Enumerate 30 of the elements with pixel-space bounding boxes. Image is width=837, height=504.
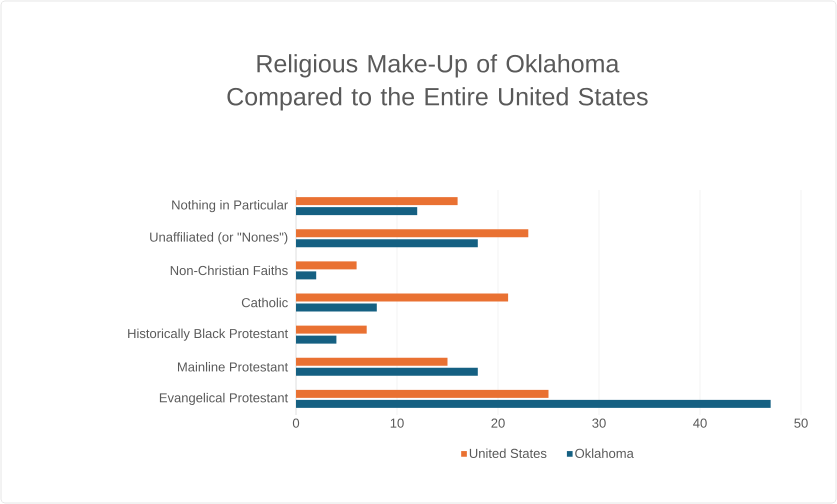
x-tick-label: 20	[491, 418, 505, 428]
x-tick-label: 40	[693, 418, 707, 428]
bar	[296, 271, 316, 280]
y-tick-label: Non-Christian Faiths	[170, 266, 288, 276]
bar	[296, 197, 458, 206]
legend-label: United States	[470, 448, 546, 458]
bar	[296, 400, 771, 408]
legend-label: Oklahoma	[575, 448, 634, 458]
bar	[296, 304, 377, 312]
y-tick-label: Evangelical Protestant	[160, 392, 288, 405]
bar	[296, 368, 478, 376]
x-tick-label: 0	[292, 418, 300, 428]
x-tick-label: 30	[592, 418, 606, 428]
y-tick-label: Unaffiliated (or "Nones")	[150, 232, 288, 244]
y-tick-label: Catholic	[242, 298, 288, 308]
bar	[296, 358, 448, 366]
bar	[296, 390, 549, 398]
bar	[296, 239, 478, 248]
x-tick-label: 10	[390, 418, 404, 428]
x-tick-label: 50	[794, 418, 808, 428]
bar	[296, 294, 508, 302]
y-tick-label: Historically Black Protestant	[128, 328, 288, 341]
bar	[296, 336, 336, 344]
y-tick-label: Nothing in Particular	[172, 200, 288, 212]
chart-title: Religious Make-Up of Oklahoma Compared to the Entire United States	[227, 54, 648, 110]
bar	[296, 229, 528, 238]
bar	[296, 326, 367, 334]
y-tick-label: Mainline Protestant	[178, 362, 288, 372]
bar	[296, 207, 418, 216]
bar	[296, 261, 357, 270]
